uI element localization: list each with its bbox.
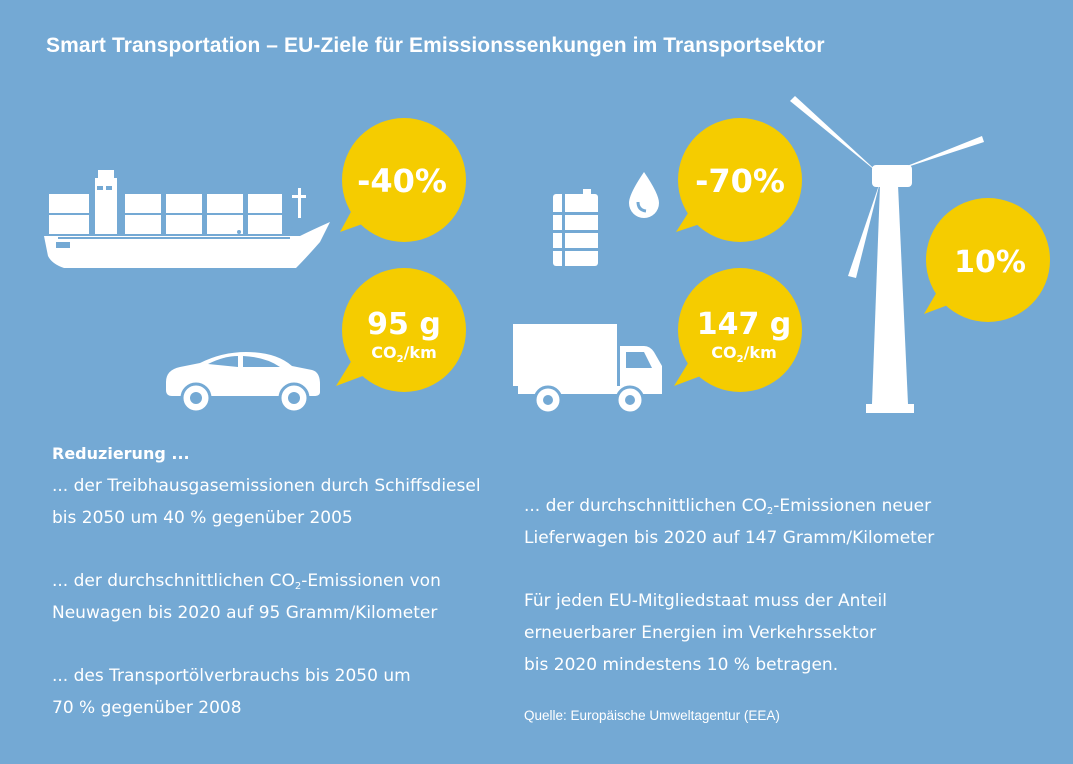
- bubble-car: 95 g CO2/km: [336, 268, 466, 392]
- container-stack: [47, 192, 284, 236]
- bubble-oil-value: -70%: [695, 162, 785, 200]
- source-note: Quelle: Europäische Umweltagentur (EEA): [524, 708, 780, 723]
- ship-hull: [44, 222, 330, 268]
- bubble-truck-unit: CO2/km: [711, 343, 776, 365]
- container-ship-icon: [44, 170, 330, 268]
- truck-text-line2: Lieferwagen bis 2020 auf 147 Gramm/Kilom…: [524, 528, 935, 548]
- wind-turbine-icon: [790, 96, 984, 413]
- ship-bridge: [93, 176, 119, 236]
- renewable-text-line3: bis 2020 mindestens 10 % betragen.: [524, 655, 839, 675]
- bubble-car-unit: CO2/km: [371, 343, 436, 365]
- bubble-oil: -70%: [676, 118, 802, 242]
- page-title: Smart Transportation – EU-Ziele für Emis…: [46, 34, 825, 57]
- bubble-ship: -40%: [340, 118, 466, 242]
- delivery-truck-icon: [513, 324, 662, 415]
- right-text-column: ... der durchschnittlichen CO2-Emissione…: [524, 490, 934, 681]
- bubble-wind-value: 10%: [954, 245, 1026, 280]
- bubble-truck-value: 147 g: [697, 307, 792, 342]
- car-icon: [166, 352, 320, 414]
- car-text-line1: ... der durchschnittlichen CO2-Emissione…: [52, 571, 441, 592]
- bubble-truck: 147 g CO2/km: [674, 268, 802, 392]
- car-text-line2: Neuwagen bis 2020 auf 95 Gramm/Kilometer: [52, 603, 438, 623]
- ship-text-line1: ... der Treibhausgasemissionen durch Sch…: [52, 476, 481, 496]
- oil-text-line1: ... des Transportölverbrauchs bis 2050 u…: [52, 666, 411, 686]
- bubble-wind: 10%: [924, 198, 1050, 322]
- renewable-text-line1: Für jeden EU-Mitgliedstaat muss der Ante…: [524, 591, 887, 611]
- ship-text-line2: bis 2050 um 40 % gegenüber 2005: [52, 508, 353, 528]
- renewable-text-line2: erneuerbarer Energien im Verkehrssektor: [524, 623, 877, 643]
- truck-text-line1: ... der durchschnittlichen CO2-Emissione…: [524, 496, 932, 517]
- left-text-column: Reduzierung ... ... der Treibhausgasemis…: [52, 438, 481, 724]
- oil-drop-icon: [629, 172, 659, 218]
- oil-text-line2: 70 % gegenüber 2008: [52, 698, 242, 718]
- bubble-car-value: 95 g: [367, 307, 441, 342]
- bubble-ship-value: -40%: [357, 162, 447, 200]
- reduction-heading: Reduzierung ...: [52, 444, 190, 463]
- oil-barrel-icon: [553, 189, 598, 266]
